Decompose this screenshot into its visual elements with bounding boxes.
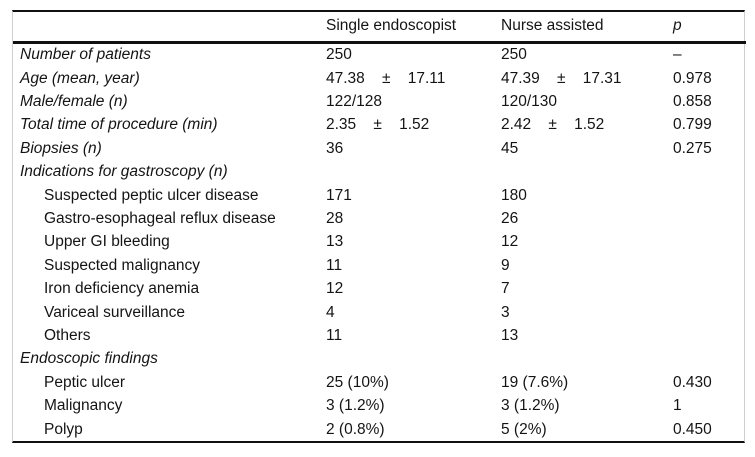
cell-value xyxy=(673,207,746,230)
cell-value: 25 (10%) xyxy=(326,373,389,391)
cell-value: 11 xyxy=(326,326,343,344)
cell-value xyxy=(326,348,501,371)
column-header-single-endoscopist: Single endoscopist xyxy=(326,12,501,44)
cell-value: 0.275 xyxy=(673,139,712,157)
cell-value: 47.39 ± 17.31 xyxy=(501,69,622,87)
row-label: Others xyxy=(44,326,91,344)
row-label: Polyp xyxy=(44,420,83,438)
cell-value: 2.42 ± 1.52 xyxy=(501,116,605,134)
row-label: Biopsies (n) xyxy=(20,139,102,157)
cell-value: 122/128 xyxy=(326,93,383,111)
row-label: Upper GI bleeding xyxy=(44,233,170,251)
cell-value: 0.858 xyxy=(673,93,712,111)
cell-value xyxy=(673,278,746,301)
cell-value xyxy=(326,161,501,184)
table-row: Polyp 2 (0.8%) 5 (2%) 0.450 xyxy=(13,418,746,441)
cell-value: 19 (7.6%) xyxy=(501,373,569,391)
table-row: Gastro-esophageal reflux disease 28 26 xyxy=(13,207,746,230)
cell-value: 0.430 xyxy=(673,373,712,391)
cell-value: 2.35 ± 1.52 xyxy=(326,116,430,134)
cell-value: 4 xyxy=(326,303,335,321)
cell-value: 28 xyxy=(326,210,344,228)
cell-value: 3 xyxy=(501,303,510,321)
table-row: Suspected peptic ulcer disease 171 180 xyxy=(13,184,746,207)
column-header-blank xyxy=(13,12,326,44)
cell-value: 250 xyxy=(501,46,527,64)
cell-value: 11 xyxy=(326,256,343,274)
row-label: Age (mean, year) xyxy=(20,69,140,87)
section-label: Endoscopic findings xyxy=(20,350,158,368)
cell-value: 5 (2%) xyxy=(501,420,547,438)
table-row: Age (mean, year) 47.38 ± 17.11 47.39 ± 1… xyxy=(13,67,746,90)
cell-value: 2 (0.8%) xyxy=(326,420,385,438)
cell-value: 0.799 xyxy=(673,116,712,134)
cell-value: – xyxy=(673,46,682,64)
cell-value: 13 xyxy=(501,326,519,344)
table-row: Iron deficiency anemia 12 7 xyxy=(13,278,746,301)
cell-value: 120/130 xyxy=(501,93,558,111)
cell-value: 26 xyxy=(501,210,519,228)
header-row: Single endoscopist Nurse assisted p xyxy=(13,12,746,44)
cell-value: 171 xyxy=(326,186,352,204)
cell-value: 45 xyxy=(501,139,519,157)
cell-value xyxy=(673,184,746,207)
cell-value: 1 xyxy=(673,397,682,415)
table-row: Total time of procedure (min) 2.35 ± 1.5… xyxy=(13,114,746,137)
row-label: Total time of procedure (min) xyxy=(20,116,218,134)
table-row: Peptic ulcer 25 (10%) 19 (7.6%) 0.430 xyxy=(13,371,746,394)
row-label: Variceal surveillance xyxy=(44,303,185,321)
table-row: Others 11 13 xyxy=(13,324,746,347)
results-table-frame: Single endoscopist Nurse assisted p Numb… xyxy=(12,10,746,444)
cell-value: 12 xyxy=(501,233,519,251)
table-row: Malignancy 3 (1.2%) 3 (1.2%) 1 xyxy=(13,394,746,417)
cell-value: 3 (1.2%) xyxy=(501,397,560,415)
cell-value: 9 xyxy=(501,256,510,274)
table-row: Upper GI bleeding 13 12 xyxy=(13,231,746,254)
cell-value xyxy=(673,161,746,184)
cell-value: 47.38 ± 17.11 xyxy=(326,69,446,87)
row-label: Male/female (n) xyxy=(20,93,128,111)
row-label: Gastro-esophageal reflux disease xyxy=(44,210,276,228)
row-label: Peptic ulcer xyxy=(44,373,125,391)
table-row: Biopsies (n) 36 45 0.275 xyxy=(13,137,746,160)
row-label: Suspected peptic ulcer disease xyxy=(44,186,259,204)
cell-value: 36 xyxy=(326,139,344,157)
cell-value xyxy=(673,348,746,371)
section-label: Indications for gastroscopy (n) xyxy=(20,163,228,181)
cell-value xyxy=(673,324,746,347)
cell-value xyxy=(501,161,673,184)
cell-value: 7 xyxy=(501,280,510,298)
cell-value: 180 xyxy=(501,186,527,204)
column-header-nurse-assisted: Nurse assisted xyxy=(501,12,673,44)
table-row: Male/female (n) 122/128 120/130 0.858 xyxy=(13,90,746,113)
results-table: Single endoscopist Nurse assisted p Numb… xyxy=(13,12,746,441)
row-label: Iron deficiency anemia xyxy=(44,280,200,298)
table-row: Suspected malignancy 11 9 xyxy=(13,254,746,277)
cell-value xyxy=(673,254,746,277)
cell-value: 12 xyxy=(326,280,344,298)
cell-value: 3 (1.2%) xyxy=(326,397,385,415)
cell-value xyxy=(501,348,673,371)
cell-value: 0.978 xyxy=(673,69,712,87)
column-header-p-value: p xyxy=(673,12,746,44)
section-header-row: Endoscopic findings xyxy=(13,348,746,371)
cell-value: 0.450 xyxy=(673,420,712,438)
section-header-row: Indications for gastroscopy (n) xyxy=(13,161,746,184)
table-row: Variceal surveillance 4 3 xyxy=(13,301,746,324)
cell-value xyxy=(673,231,746,254)
cell-value xyxy=(673,301,746,324)
cell-value: 13 xyxy=(326,233,344,251)
cell-value: 250 xyxy=(326,46,352,64)
row-label: Suspected malignancy xyxy=(44,256,200,274)
row-label: Malignancy xyxy=(44,397,123,415)
table-row: Number of patients 250 250 – xyxy=(13,42,746,67)
row-label: Number of patients xyxy=(20,46,151,64)
